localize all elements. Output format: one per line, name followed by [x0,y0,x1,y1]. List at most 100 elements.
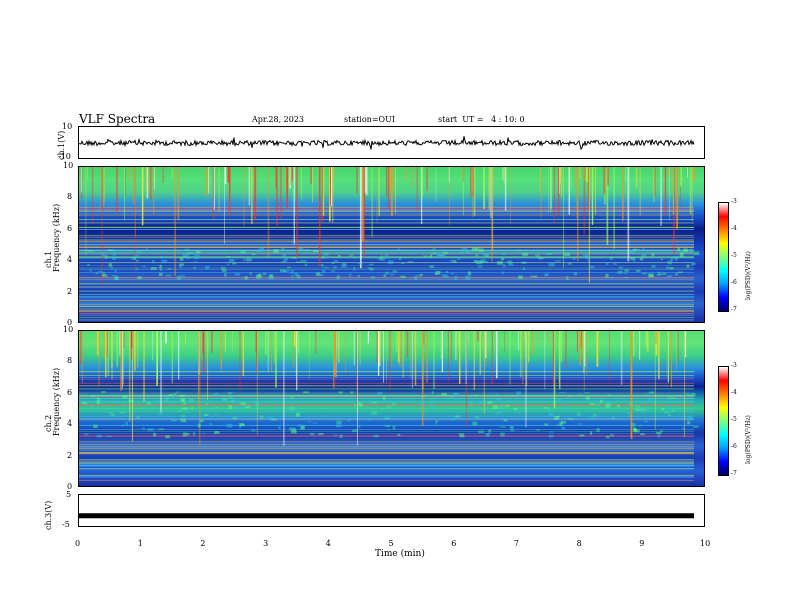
noise-cell [180,276,186,279]
noise-cell [450,417,456,421]
noise-cell [147,428,154,432]
noise-cell [683,394,689,397]
noise-cell [510,428,514,432]
noise-cell [202,432,206,435]
noise-cell [159,264,162,269]
ch1-spectrogram-plot [79,167,700,321]
noise-cell [199,419,204,422]
noise-cell [454,275,458,280]
noise-cell [135,260,139,262]
noise-cell [180,274,185,276]
noise-cell [686,264,690,268]
noise-cell [677,271,683,273]
noise-cell [563,406,568,410]
noise-cell [513,407,518,411]
noise-cell [358,402,361,404]
noise-cell [121,424,125,427]
noise-cell [387,429,391,431]
noise-cell [495,397,502,401]
noise-cell [336,275,340,280]
noise-cell [192,432,196,436]
noise-cell [681,427,685,430]
noise-cell [287,266,292,269]
noise-cell [679,252,684,254]
noise-cell [568,418,574,420]
noise-cell [194,254,200,258]
noise-cell [312,250,319,252]
noise-cell [675,272,678,276]
noise-cell [667,275,672,278]
noise-cell [555,398,562,402]
noise-cell [661,272,667,275]
noise-cell [441,274,448,277]
noise-cell [377,391,383,396]
ch1-spectrogram-ylabel-line2: Frequency (kHz) [52,203,61,272]
noise-cell [431,391,434,395]
noise-cell [397,248,401,251]
noise-cell [516,391,521,396]
noise-cell [501,271,505,275]
noise-cell [480,258,486,262]
noise-cell [213,392,219,396]
noise-cell [588,417,594,420]
noise-cell [504,404,511,407]
noise-cell [189,398,194,403]
noise-cell [669,404,672,408]
ch1-colorbar-label: log(PSD)(V²/Hz) [745,251,752,300]
noise-cell [195,250,201,253]
noise-cell [610,276,614,279]
y-tick-label: 10 [63,161,74,170]
noise-cell [465,249,471,253]
noise-cell [251,429,256,432]
noise-cell [613,262,617,265]
noise-cell [392,270,398,273]
noise-cell [205,403,209,405]
noise-cell [546,252,553,256]
noise-cell [159,273,163,276]
noise-cell [517,411,521,414]
noise-cell [649,274,654,278]
noise-cell [607,400,610,405]
noise-cell [168,394,174,397]
ch2-spectrogram-panel [78,330,705,487]
noise-cell [248,405,251,408]
noise-cell [240,402,246,405]
noise-cell [187,433,190,435]
noise-cell [146,405,149,407]
noise-cell [501,253,507,256]
noise-cell [228,395,233,398]
noise-cell [499,426,506,428]
noise-cell [454,415,460,418]
noise-cell [693,425,699,428]
noise-cell [167,268,171,270]
noise-cell [579,434,585,437]
noise-cell [578,393,584,396]
noise-cell [406,406,411,408]
noise-cell [193,261,197,263]
noise-cell [122,404,126,406]
x-tick-label: 6 [451,539,457,548]
noise-cell [234,273,241,276]
noise-cell [209,423,212,426]
noise-cell [388,260,394,265]
noise-cell [507,260,513,264]
noise-cell [214,406,218,409]
noise-cell [234,406,240,409]
noise-cell [605,435,610,439]
noise-cell [258,273,261,276]
noise-cell [497,261,503,265]
noise-cell [227,392,232,395]
start-time-label: start UT = 4 : 10: 0 [438,115,525,124]
noise-cell [110,413,115,417]
noise-cell [232,263,237,265]
noise-cell [180,398,186,402]
noise-cell [518,394,522,397]
noise-cell [181,407,188,410]
noise-cell [281,260,287,263]
noise-cell [450,272,455,275]
noise-cell [352,429,358,433]
noise-cell [544,423,549,426]
noise-cell [90,395,96,398]
noise-cell [228,405,232,410]
noise-cell [597,402,600,407]
